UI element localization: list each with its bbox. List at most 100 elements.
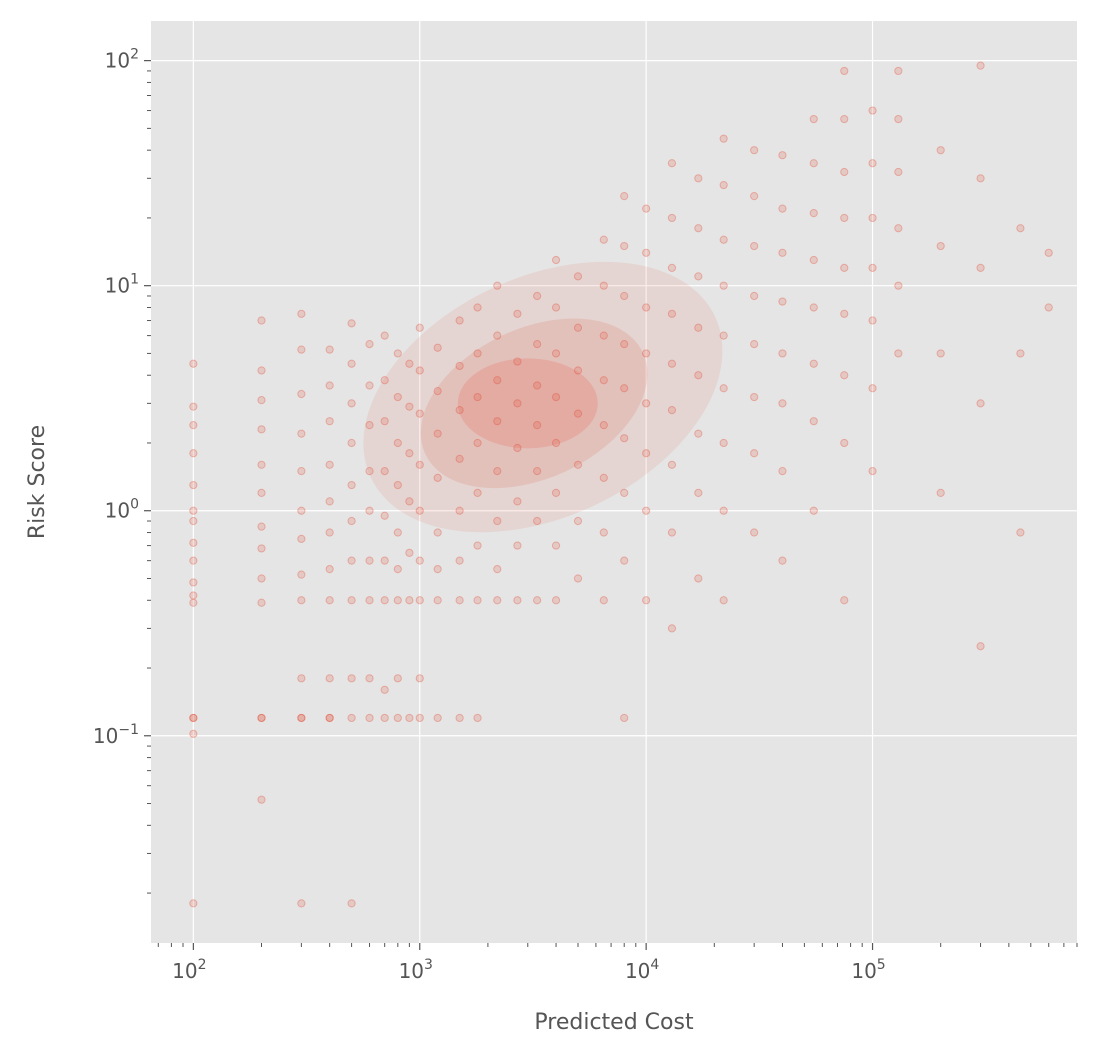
data-point bbox=[620, 340, 629, 349]
data-point bbox=[642, 596, 651, 605]
data-point bbox=[868, 263, 877, 272]
x-tick-label: 104 bbox=[625, 957, 659, 983]
data-point bbox=[551, 438, 561, 448]
data-point bbox=[189, 516, 198, 526]
data-point bbox=[936, 488, 945, 498]
data-point bbox=[694, 574, 703, 583]
data-point bbox=[868, 384, 877, 393]
data-point bbox=[473, 349, 482, 358]
data-point bbox=[809, 506, 818, 515]
data-point bbox=[573, 366, 583, 375]
x-tick-label: 105 bbox=[851, 957, 885, 983]
data-point bbox=[473, 596, 482, 605]
data-point bbox=[868, 213, 877, 223]
data-point bbox=[778, 399, 787, 408]
data-point bbox=[809, 114, 818, 124]
data-point bbox=[976, 263, 985, 272]
data-point bbox=[325, 565, 334, 574]
data-point bbox=[325, 596, 334, 605]
data-point bbox=[365, 674, 374, 683]
data-point bbox=[868, 159, 877, 168]
data-point bbox=[405, 359, 414, 368]
tick-exponent: 2 bbox=[130, 47, 139, 63]
data-point bbox=[840, 371, 849, 380]
data-point bbox=[719, 134, 728, 143]
data-point bbox=[551, 255, 561, 265]
data-point bbox=[365, 340, 374, 349]
data-point bbox=[719, 596, 728, 605]
data-point bbox=[257, 366, 266, 375]
data-point bbox=[840, 309, 849, 318]
data-point bbox=[840, 114, 849, 124]
data-point bbox=[719, 438, 728, 448]
data-point bbox=[667, 159, 677, 168]
data-point bbox=[257, 522, 266, 531]
data-point bbox=[599, 376, 608, 385]
data-point bbox=[667, 309, 677, 318]
data-point bbox=[620, 556, 629, 565]
data-point bbox=[1044, 303, 1053, 312]
data-point bbox=[393, 565, 402, 574]
data-point bbox=[809, 159, 818, 168]
data-point bbox=[667, 359, 677, 368]
data-point bbox=[189, 359, 198, 368]
data-point bbox=[620, 713, 629, 723]
data-point bbox=[189, 591, 198, 600]
data-point bbox=[573, 323, 583, 332]
data-point bbox=[936, 349, 945, 358]
y-tick-label: 102 bbox=[105, 47, 139, 73]
tick-base: 10 bbox=[851, 959, 876, 983]
data-point bbox=[297, 899, 306, 908]
data-point bbox=[393, 438, 402, 448]
data-point bbox=[405, 449, 414, 458]
data-point bbox=[380, 511, 389, 520]
y-tick-label: 101 bbox=[105, 272, 139, 298]
data-point bbox=[620, 434, 629, 443]
data-point bbox=[347, 399, 356, 408]
tick-exponent: 5 bbox=[877, 957, 886, 973]
data-point bbox=[393, 480, 402, 490]
data-point bbox=[433, 596, 442, 605]
data-point bbox=[189, 578, 198, 587]
data-point bbox=[433, 565, 442, 574]
data-point bbox=[750, 528, 759, 537]
data-point bbox=[694, 488, 703, 498]
data-point bbox=[573, 574, 583, 583]
data-point bbox=[513, 596, 522, 605]
data-point bbox=[365, 506, 374, 515]
data-point bbox=[750, 449, 759, 458]
data-point bbox=[297, 506, 306, 515]
data-point bbox=[189, 598, 198, 607]
tick-base: 10 bbox=[399, 959, 424, 983]
data-point bbox=[694, 429, 703, 438]
data-point bbox=[551, 541, 561, 550]
data-point bbox=[347, 516, 356, 526]
data-point bbox=[894, 66, 903, 76]
data-point bbox=[493, 417, 502, 426]
data-point bbox=[455, 316, 464, 325]
data-point bbox=[533, 340, 542, 349]
data-point bbox=[868, 106, 877, 115]
data-point bbox=[533, 596, 542, 605]
x-tick-label: 102 bbox=[172, 957, 206, 983]
data-point bbox=[493, 516, 502, 526]
data-point bbox=[380, 713, 389, 723]
data-point bbox=[513, 357, 522, 366]
y-tick-label: 10−1 bbox=[93, 722, 139, 748]
data-point bbox=[297, 345, 306, 354]
data-point bbox=[455, 405, 464, 415]
cloud-core bbox=[457, 358, 598, 449]
data-point bbox=[257, 425, 266, 434]
data-point bbox=[473, 713, 482, 723]
data-point bbox=[694, 224, 703, 233]
data-point bbox=[380, 376, 389, 385]
data-point bbox=[455, 506, 464, 515]
data-point bbox=[393, 392, 402, 402]
data-point bbox=[257, 316, 266, 325]
data-point bbox=[778, 297, 787, 306]
data-point bbox=[189, 556, 198, 565]
data-point bbox=[894, 349, 903, 358]
data-point bbox=[297, 389, 306, 399]
data-point bbox=[551, 349, 561, 358]
data-point bbox=[493, 331, 502, 340]
